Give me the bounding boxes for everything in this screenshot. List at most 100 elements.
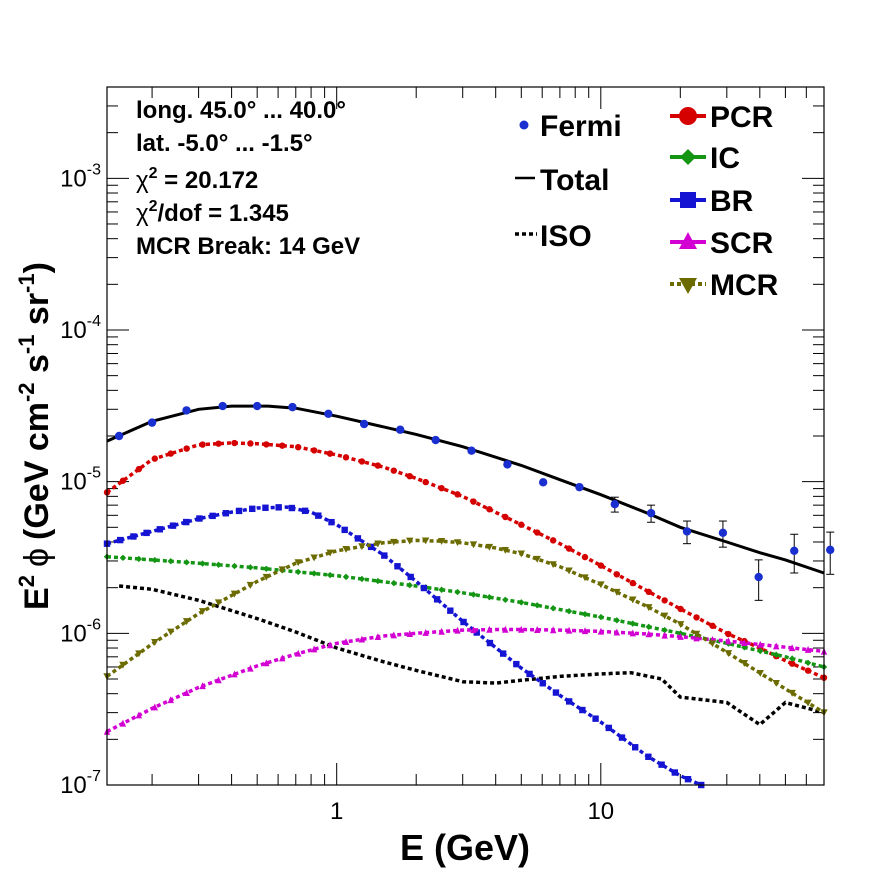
series-br-marker xyxy=(328,518,335,526)
series-pcr-marker xyxy=(470,498,477,505)
series-br-marker xyxy=(288,504,296,512)
series-pcr-marker xyxy=(199,441,206,448)
series-mcr-marker xyxy=(437,537,446,545)
series-br-marker xyxy=(539,680,546,687)
series-mcr-marker xyxy=(565,567,573,575)
fermi-point xyxy=(610,500,620,509)
series-ic-marker xyxy=(788,655,796,662)
series-scr-marker xyxy=(788,644,796,652)
series-br-marker xyxy=(196,515,203,522)
series-mcr-marker xyxy=(469,541,478,549)
y-title-sup2: -1 xyxy=(14,335,39,355)
series-scr-marker xyxy=(215,676,222,684)
x-tick-label: 1 xyxy=(330,798,343,825)
legend-mcr-label: MCR xyxy=(710,269,779,302)
series-mcr-marker xyxy=(135,650,143,658)
series-scr-marker xyxy=(438,627,445,635)
series-pcr-marker xyxy=(613,571,621,578)
series-pcr-marker xyxy=(135,465,143,473)
legend-mcr-marker xyxy=(679,278,697,294)
legend-pcr-marker xyxy=(679,107,697,125)
series-pcr-marker xyxy=(310,447,318,454)
series-pcr-marker xyxy=(326,450,334,457)
series-scr-marker xyxy=(310,645,318,653)
fermi-point xyxy=(646,508,656,518)
series-ic-marker xyxy=(151,556,158,564)
series-pcr-marker xyxy=(534,529,541,536)
series-mcr-marker xyxy=(374,540,382,548)
series-br-marker xyxy=(684,775,692,783)
series-scr-marker xyxy=(263,659,270,667)
series-br-marker xyxy=(222,510,230,517)
legend-ic-marker xyxy=(680,149,696,165)
series-pcr-marker xyxy=(486,506,493,513)
series-pcr-marker xyxy=(788,660,796,667)
series-ic-marker xyxy=(518,599,525,606)
legend-br-label: BR xyxy=(710,185,754,218)
series-mcr-marker xyxy=(517,550,525,558)
series-br-marker xyxy=(394,563,401,570)
series-mcr-marker xyxy=(756,669,764,677)
series-mcr-marker xyxy=(294,559,302,567)
series-ic-marker xyxy=(581,610,589,618)
series-mcr-marker xyxy=(406,537,414,545)
info-chidof-value: /dof = 1.345 xyxy=(158,200,289,227)
series-br-marker xyxy=(169,522,177,529)
series-mcr-marker xyxy=(198,608,207,616)
series-pcr-marker xyxy=(438,485,445,492)
series-mcr-marker xyxy=(613,588,621,596)
series-mcr-marker xyxy=(533,555,541,563)
series-br-marker xyxy=(486,639,494,647)
series-pcr-marker xyxy=(645,588,652,596)
series-br-marker xyxy=(671,769,679,776)
series-scr-marker xyxy=(183,689,190,696)
series-br-marker xyxy=(143,529,150,537)
series-br-marker xyxy=(645,753,652,760)
series-ic-marker xyxy=(247,564,254,571)
info-mcr-break: MCR Break: 14 GeV xyxy=(136,233,360,260)
legend-fermi-marker xyxy=(519,120,529,130)
legend-pcr-label: PCR xyxy=(710,101,774,134)
series-br-marker xyxy=(262,504,269,511)
series-scr-marker xyxy=(135,711,143,719)
series-scr-marker xyxy=(693,634,700,642)
y-title-mid2: sr xyxy=(18,293,56,335)
series-mcr-marker xyxy=(167,628,175,636)
series-br-marker xyxy=(301,507,309,515)
series-ic-marker xyxy=(549,605,557,612)
series-pcr-marker xyxy=(565,545,573,552)
series-br-marker xyxy=(513,660,520,668)
series-ic-marker xyxy=(661,626,668,634)
fermi-point xyxy=(114,431,124,441)
plot-frame xyxy=(106,86,825,786)
fermi-point xyxy=(396,425,405,434)
series-total-line xyxy=(106,404,825,575)
series-pcr-marker xyxy=(454,491,461,498)
fermi-point xyxy=(359,419,369,429)
fermi-point xyxy=(218,401,227,411)
series-pcr-marker xyxy=(390,467,397,474)
series-ic-marker xyxy=(629,620,636,627)
y-tick-label: 10-5 xyxy=(60,465,101,496)
series-ic-marker xyxy=(358,575,366,583)
series-scr-marker xyxy=(470,626,477,634)
series-mcr-marker xyxy=(692,630,701,638)
series-scr-marker xyxy=(518,625,525,633)
series-mcr-marker xyxy=(485,543,494,551)
series-scr-marker xyxy=(581,627,589,635)
fermi-point xyxy=(538,478,548,487)
series-scr-marker xyxy=(757,640,764,648)
series-scr-marker xyxy=(199,682,206,690)
series-scr-marker xyxy=(613,628,621,636)
y-title-open: (GeV cm xyxy=(18,402,56,540)
series-pcr-marker xyxy=(422,478,429,486)
series-mcr-marker xyxy=(676,621,685,629)
legend-total-label: Total xyxy=(540,164,609,197)
series-pcr-marker xyxy=(295,443,302,451)
series-scr-marker xyxy=(454,626,461,634)
y-title-phi: ϕ xyxy=(18,548,56,567)
series-mcr-marker xyxy=(788,689,796,697)
info-chi2-symbol: χ xyxy=(136,167,149,194)
series-pcr-marker xyxy=(597,562,605,569)
series-pcr-marker xyxy=(151,455,158,462)
